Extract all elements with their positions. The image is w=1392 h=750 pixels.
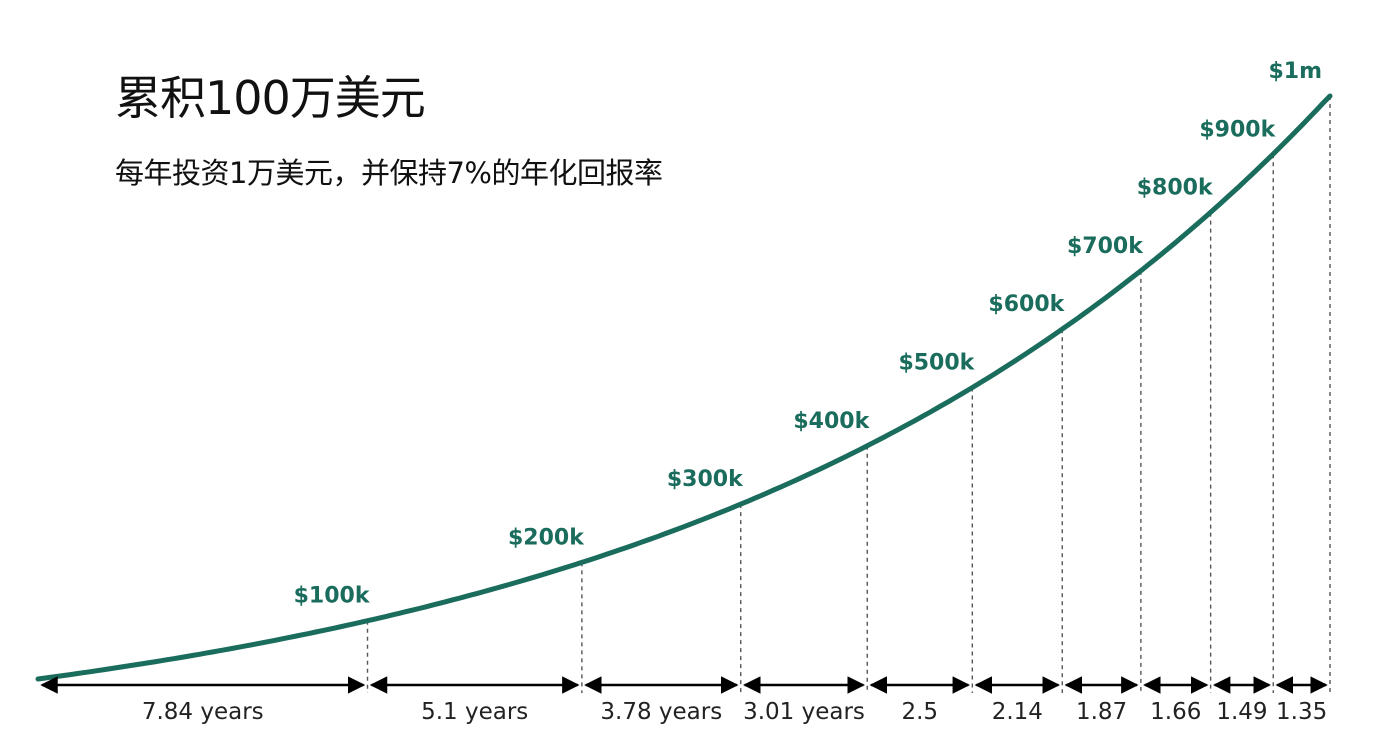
growth-curve [35, 93, 1333, 682]
interval-label: 1.87 [1076, 699, 1127, 725]
interval-arrows: 7.84 years 5.1 years 3.78 years 3.01 years 2… [40, 676, 1328, 725]
chart-title: 累积100万美元 [115, 71, 426, 125]
milestone-labels: $100k $200k $300k $400k $500k $600k $700k $800k… [294, 59, 1322, 609]
interval-label: 3.01 years [743, 699, 865, 725]
interval-label: 1.49 [1216, 699, 1267, 725]
milestone-guides [366, 96, 1331, 693]
interval-label: 1.35 [1276, 699, 1327, 725]
milestone-label: $300k [667, 467, 744, 492]
interval-label: 1.66 [1150, 699, 1201, 725]
milestone-label: $500k [898, 351, 975, 376]
milestone-label: $200k [508, 525, 585, 550]
interval-label: 2.5 [901, 699, 938, 725]
milestone-label: $900k [1199, 117, 1276, 142]
milestone-label: $700k [1067, 234, 1144, 259]
interval-label: 7.84 years [142, 699, 264, 725]
interval-label: 2.14 [992, 699, 1043, 725]
milestone-label: $800k [1137, 176, 1214, 201]
milestone-label: $400k [793, 409, 870, 434]
milestone-label: $100k [294, 584, 371, 609]
interval-label: 5.1 years [421, 699, 528, 725]
milestone-label: $1m [1268, 59, 1322, 84]
milestone-label: $600k [988, 292, 1065, 317]
interval-label: 3.78 years [600, 699, 722, 725]
chart-subtitle: 每年投资1万美元，并保持7%的年化回报率 [115, 156, 663, 190]
